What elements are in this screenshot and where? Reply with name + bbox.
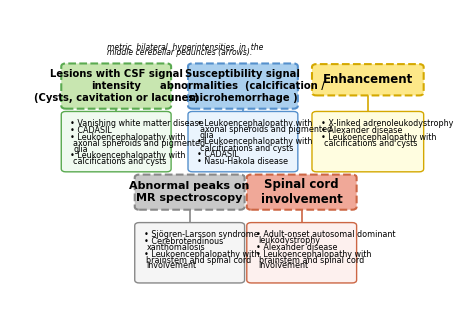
Text: axonal spheroids and pigmented: axonal spheroids and pigmented <box>73 139 205 148</box>
Text: leukodystrophy: leukodystrophy <box>258 236 320 245</box>
Text: xanthomalosis: xanthomalosis <box>146 243 205 252</box>
FancyBboxPatch shape <box>312 64 424 95</box>
Text: glia: glia <box>73 145 88 154</box>
Text: • Leukoencephalopathy with: • Leukoencephalopathy with <box>70 133 185 142</box>
Text: calcifications and cysts: calcifications and cysts <box>200 144 293 153</box>
Text: brainstem and spinal cord: brainstem and spinal cord <box>146 256 252 265</box>
FancyBboxPatch shape <box>312 112 424 172</box>
Text: • Nasu-Hakola disease: • Nasu-Hakola disease <box>197 157 288 166</box>
Text: glia: glia <box>200 131 214 140</box>
Text: Spinal cord
involvement: Spinal cord involvement <box>261 178 343 206</box>
Text: Abnormal peaks on
MR spectroscopy: Abnormal peaks on MR spectroscopy <box>129 181 250 203</box>
Text: Lesions with CSF signal
intensity
(Cysts, cavitation or lacunes): Lesions with CSF signal intensity (Cysts… <box>34 70 199 103</box>
Text: • Alexander disease: • Alexander disease <box>255 243 337 252</box>
FancyBboxPatch shape <box>247 223 356 283</box>
Text: Susceptibility signal
abnormalities  (calcification /
microhemorrhage ): Susceptibility signal abnormalities (cal… <box>161 70 325 103</box>
Text: • Leukoencephalopathy with: • Leukoencephalopathy with <box>144 250 259 259</box>
Text: calcifications and cysts: calcifications and cysts <box>73 157 166 166</box>
FancyBboxPatch shape <box>61 112 171 172</box>
Text: • Vanishing white matter disease: • Vanishing white matter disease <box>70 119 204 128</box>
Text: Enhancement: Enhancement <box>323 73 413 86</box>
Text: involvement: involvement <box>258 261 309 271</box>
FancyBboxPatch shape <box>188 112 298 172</box>
Text: • Cerebrotendinous: • Cerebrotendinous <box>144 237 223 246</box>
FancyBboxPatch shape <box>188 64 298 109</box>
Text: • Alexander disease: • Alexander disease <box>321 126 402 135</box>
FancyBboxPatch shape <box>61 64 171 109</box>
Text: • Sjögren-Larsson syndrome: • Sjögren-Larsson syndrome <box>144 230 258 239</box>
Text: • X-linked adrenoleukodystrophy: • X-linked adrenoleukodystrophy <box>321 119 453 128</box>
FancyBboxPatch shape <box>135 223 245 283</box>
Text: • Adult-onset autosomal dominant: • Adult-onset autosomal dominant <box>255 230 395 239</box>
Text: • CADASIL: • CADASIL <box>70 126 112 135</box>
Text: brainstem and spinal cord: brainstem and spinal cord <box>258 256 364 265</box>
Text: involvement: involvement <box>146 261 197 271</box>
Text: • Leukoencephalopathy with: • Leukoencephalopathy with <box>321 133 436 142</box>
Text: • Leukoencephalopathy with: • Leukoencephalopathy with <box>197 137 312 147</box>
FancyBboxPatch shape <box>247 174 356 210</box>
Text: • CADASIL: • CADASIL <box>197 150 238 159</box>
Text: • Leukoencephalopathy with: • Leukoencephalopathy with <box>197 119 312 128</box>
FancyBboxPatch shape <box>135 174 245 210</box>
Text: • Leukoencephalopathy with: • Leukoencephalopathy with <box>70 151 185 160</box>
Text: • Leukoencephalopathy with: • Leukoencephalopathy with <box>255 250 371 259</box>
Text: middle cerebellar peduncles (arrows).: middle cerebellar peduncles (arrows). <box>107 48 252 57</box>
Text: axonal spheroids and pigmented: axonal spheroids and pigmented <box>200 125 332 134</box>
Text: metric  bilateral  hyperintensities  in  the: metric bilateral hyperintensities in the <box>107 43 264 52</box>
Text: calcifications and cysts: calcifications and cysts <box>324 139 417 148</box>
